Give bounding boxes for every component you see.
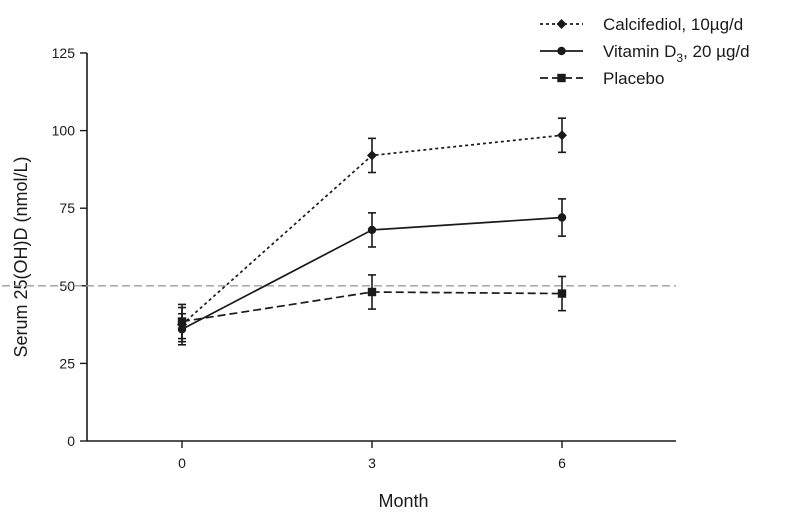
- legend-marker-diamond: [556, 19, 567, 29]
- x-axis-title: Month: [378, 491, 428, 511]
- legend-marker-square: [557, 73, 566, 83]
- data-point-square: [177, 317, 187, 326]
- data-point-diamond: [557, 130, 567, 141]
- y-tick-label: 100: [52, 123, 76, 139]
- y-tick-label: 75: [59, 200, 75, 216]
- legend-label: Placebo: [603, 69, 664, 88]
- y-tick-label: 25: [59, 355, 75, 371]
- x-tick-label: 6: [558, 455, 566, 471]
- x-tick-label: 0: [178, 455, 186, 471]
- legend-label: Calcifediol, 10µg/d: [603, 15, 743, 34]
- legend-label-text: Vitamin D: [603, 42, 676, 61]
- data-point-circle: [557, 213, 567, 222]
- data-point-square: [367, 287, 377, 297]
- legend: Calcifediol, 10µg/d Vitamin D3, 20 µg/d Pl…: [540, 15, 750, 88]
- legend-label-text: Placebo: [603, 69, 664, 88]
- data-point-circle: [367, 225, 377, 235]
- data-point-diamond: [367, 150, 377, 161]
- x-tick-label: 3: [368, 455, 376, 471]
- y-tick-label: 125: [52, 45, 76, 61]
- legend-label-suffix: , 20 µg/d: [683, 42, 750, 61]
- data-point-square: [557, 289, 567, 298]
- y-tick-label: 0: [67, 433, 75, 449]
- legend-label-subscript: 3: [676, 51, 683, 65]
- legend-label-text: Calcifediol, 10µg/d: [603, 15, 743, 34]
- legend-label: Vitamin D3, 20 µg/d: [603, 42, 750, 65]
- y-axis-title: Serum 25(OH)D (nmol/L): [11, 156, 31, 357]
- legend-marker-circle: [557, 46, 566, 56]
